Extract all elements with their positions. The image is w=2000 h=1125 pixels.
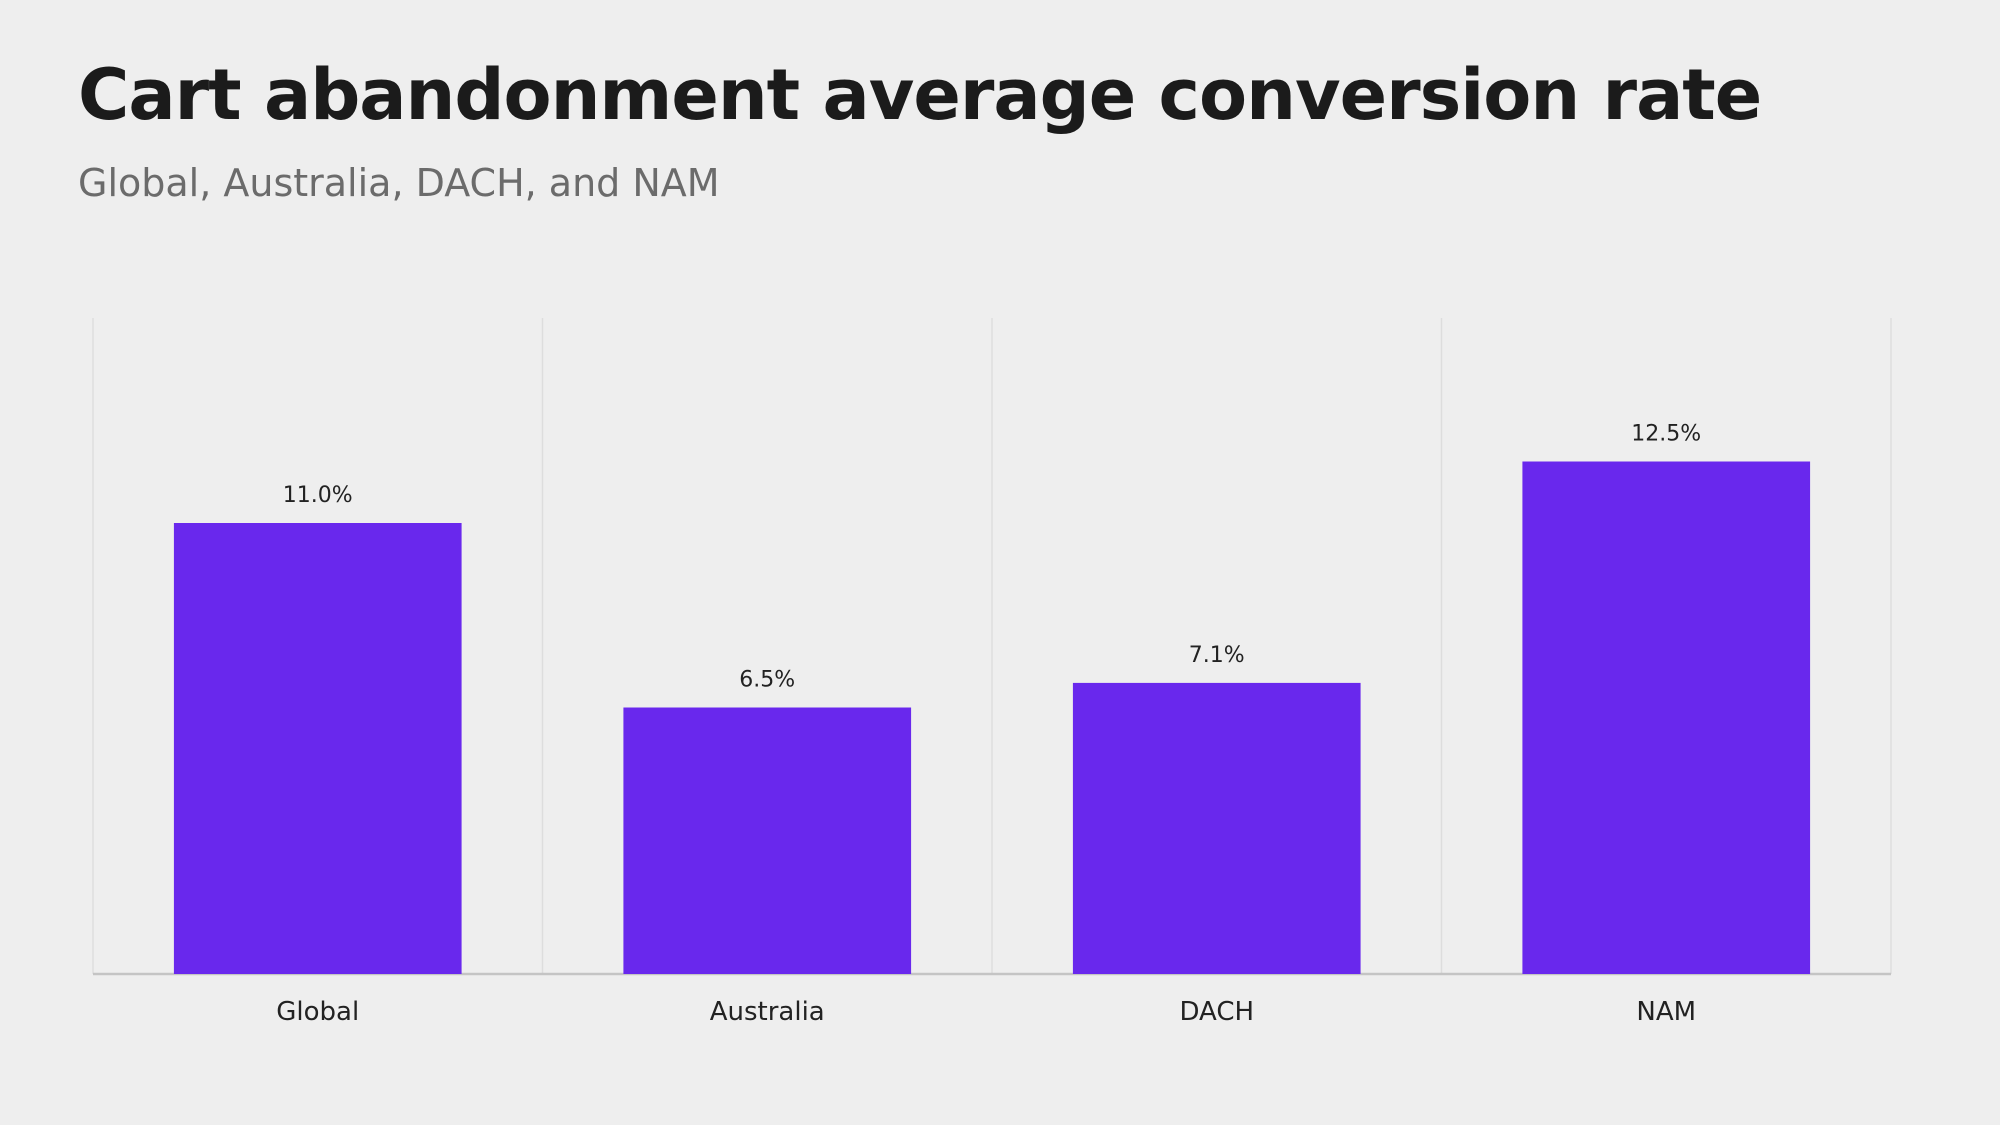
category-label-australia: Australia [710, 997, 825, 1027]
category-label-nam: NAM [1636, 997, 1696, 1027]
chart-labels: 11.0% Global 6.5% Australia 7.1% DACH 12.5% NAM [276, 422, 1701, 1028]
bar-australia [623, 707, 912, 974]
data-label-global: 11.0% [283, 483, 353, 508]
data-label-australia: 6.5% [739, 668, 795, 693]
chart-bars [173, 461, 1811, 974]
chart-title: Cart abandonment average conversion rate [78, 54, 1762, 136]
bar-global [173, 523, 462, 974]
chart-subtitle: Global, Australia, DACH, and NAM [78, 161, 720, 205]
bar-dach [1072, 682, 1361, 974]
category-label-dach: DACH [1179, 997, 1254, 1027]
bar-nam [1522, 461, 1811, 974]
data-label-dach: 7.1% [1189, 643, 1245, 668]
category-label-global: Global [276, 997, 359, 1027]
data-label-nam: 12.5% [1631, 422, 1701, 447]
